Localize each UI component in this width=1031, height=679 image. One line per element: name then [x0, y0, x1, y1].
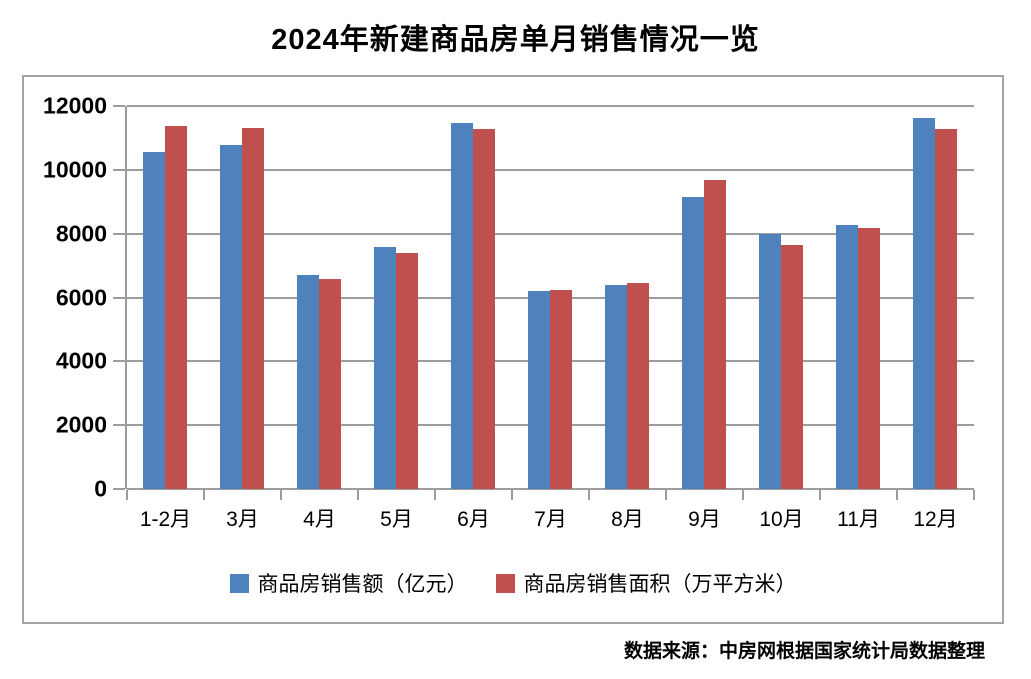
bar-商品房销售面积（万平方米）-3月 [242, 128, 265, 489]
bar-group-5月 [358, 106, 435, 489]
bar-商品房销售面积（万平方米）-4月 [319, 278, 342, 489]
y-axis-label-2000: 2000 [55, 411, 107, 438]
bar-商品房销售面积（万平方米）-6月 [473, 129, 496, 489]
legend-label-sales-amount: 商品房销售额（亿元） [257, 572, 468, 596]
bar-group-11月 [820, 106, 897, 489]
y-axis-label-6000: 6000 [55, 284, 107, 310]
legend-label-sales-area: 商品房销售面积（万平方米） [523, 572, 797, 596]
y-axis-tick-2000 [113, 424, 125, 427]
legend-swatch-blue-icon [229, 573, 249, 593]
bar-商品房销售额（亿元）-8月 [605, 284, 628, 489]
bar-group-9月 [666, 106, 743, 489]
x-axis-label-6月: 6月 [457, 508, 490, 531]
x-axis-label-11月: 11月 [837, 508, 880, 531]
y-axis-label-4000: 4000 [55, 347, 107, 374]
bar-商品房销售面积（万平方米）-8月 [627, 283, 650, 489]
bar-商品房销售额（亿元）-7月 [528, 291, 551, 489]
bar-商品房销售额（亿元）-4月 [297, 274, 320, 489]
chart-frame: 0 2000 4000 6000 8000 10000 12000 1-2月 3月 4月 5月 6月 7… [22, 75, 1004, 624]
x-axis-tick-8 [742, 490, 744, 500]
y-axis-tick-6000 [113, 296, 125, 299]
gridline-0 [127, 488, 974, 490]
y-axis-line [125, 106, 127, 489]
y-axis-tick-0 [113, 488, 125, 490]
x-axis-label-5月: 5月 [380, 508, 413, 531]
bar-商品房销售额（亿元）-12月 [913, 117, 936, 489]
x-axis-label-10月: 10月 [759, 508, 804, 531]
x-axis-tick-11 [973, 490, 975, 500]
bar-group-8月 [589, 106, 666, 489]
bar-商品房销售面积（万平方米）-5月 [396, 253, 419, 489]
bar-商品房销售面积（万平方米）-12月 [935, 129, 958, 489]
bar-商品房销售额（亿元）-5月 [374, 246, 397, 489]
plot-area: 0 2000 4000 6000 8000 10000 12000 1-2月 3月 4月 5月 6月 7… [43, 94, 975, 531]
x-axis-tick-4 [434, 490, 436, 500]
y-axis-label-12000: 12000 [43, 92, 107, 119]
gridline-8000 [127, 232, 974, 235]
y-axis-tick-4000 [113, 360, 125, 363]
bar-商品房销售额（亿元）-9月 [682, 196, 705, 489]
x-axis-tick-3 [357, 490, 359, 500]
bar-商品房销售面积（万平方米）-7月 [550, 290, 573, 489]
x-axis-tick-5 [511, 490, 513, 500]
bar-商品房销售额（亿元）-10月 [759, 234, 782, 489]
x-axis-tick-10 [896, 490, 898, 500]
x-axis-label-9月: 9月 [688, 508, 721, 531]
x-axis-tick-1 [203, 490, 205, 500]
x-axis-tick-9 [819, 490, 821, 500]
x-axis-label-1-2月: 1-2月 [139, 508, 192, 531]
bar-商品房销售面积（万平方米）-1-2月 [165, 126, 188, 489]
bar-商品房销售额（亿元）-1-2月 [143, 151, 166, 489]
bar-商品房销售面积（万平方米）-11月 [858, 227, 881, 489]
y-axis-tick-8000 [113, 232, 125, 235]
source-note: 数据来源：中房网根据国家统计局数据整理 [623, 641, 985, 662]
gridline-12000 [127, 105, 974, 107]
bar-商品房销售额（亿元）-6月 [451, 122, 474, 489]
x-axis-label-7月: 7月 [534, 508, 567, 531]
bar-group-3月 [204, 106, 281, 489]
y-axis-tick-12000 [113, 105, 125, 107]
x-axis-label-3月: 3月 [226, 508, 259, 531]
legend: 商品房销售额（亿元） 商品房销售面积（万平方米） [24, 568, 1002, 598]
x-axis-tick-6 [588, 490, 590, 500]
bar-group-7月 [512, 106, 589, 489]
legend-item-sales-area: 商品房销售面积（万平方米） [495, 568, 797, 598]
x-axis-tick-2 [280, 490, 282, 500]
x-axis-tick-7 [665, 490, 667, 500]
legend-item-sales-amount: 商品房销售额（亿元） [229, 568, 468, 598]
chart-title: 2024年新建商品房单月销售情况一览 [271, 24, 760, 56]
y-axis-label-0: 0 [94, 475, 107, 502]
bar-group-1-2月 [127, 106, 204, 489]
x-axis-label-12月: 12月 [913, 508, 958, 531]
y-axis-label-8000: 8000 [55, 220, 107, 247]
x-axis-label-4月: 4月 [303, 508, 336, 531]
gridline-10000 [127, 168, 974, 171]
x-axis-label-8月: 8月 [611, 508, 644, 531]
bar-group-4月 [281, 106, 358, 489]
y-axis-label-10000: 10000 [43, 156, 107, 183]
y-axis-tick-10000 [113, 168, 125, 171]
bar-商品房销售面积（万平方米）-9月 [704, 179, 727, 489]
x-axis-tick-0 [126, 490, 128, 500]
bar-group-12月 [897, 106, 974, 489]
bar-group-10月 [743, 106, 820, 489]
bar-商品房销售面积（万平方米）-10月 [781, 244, 804, 489]
bar-group-6月 [435, 106, 512, 489]
bar-商品房销售额（亿元）-11月 [836, 225, 859, 489]
bar-商品房销售额（亿元）-3月 [220, 144, 243, 489]
legend-swatch-red-icon [495, 573, 515, 593]
